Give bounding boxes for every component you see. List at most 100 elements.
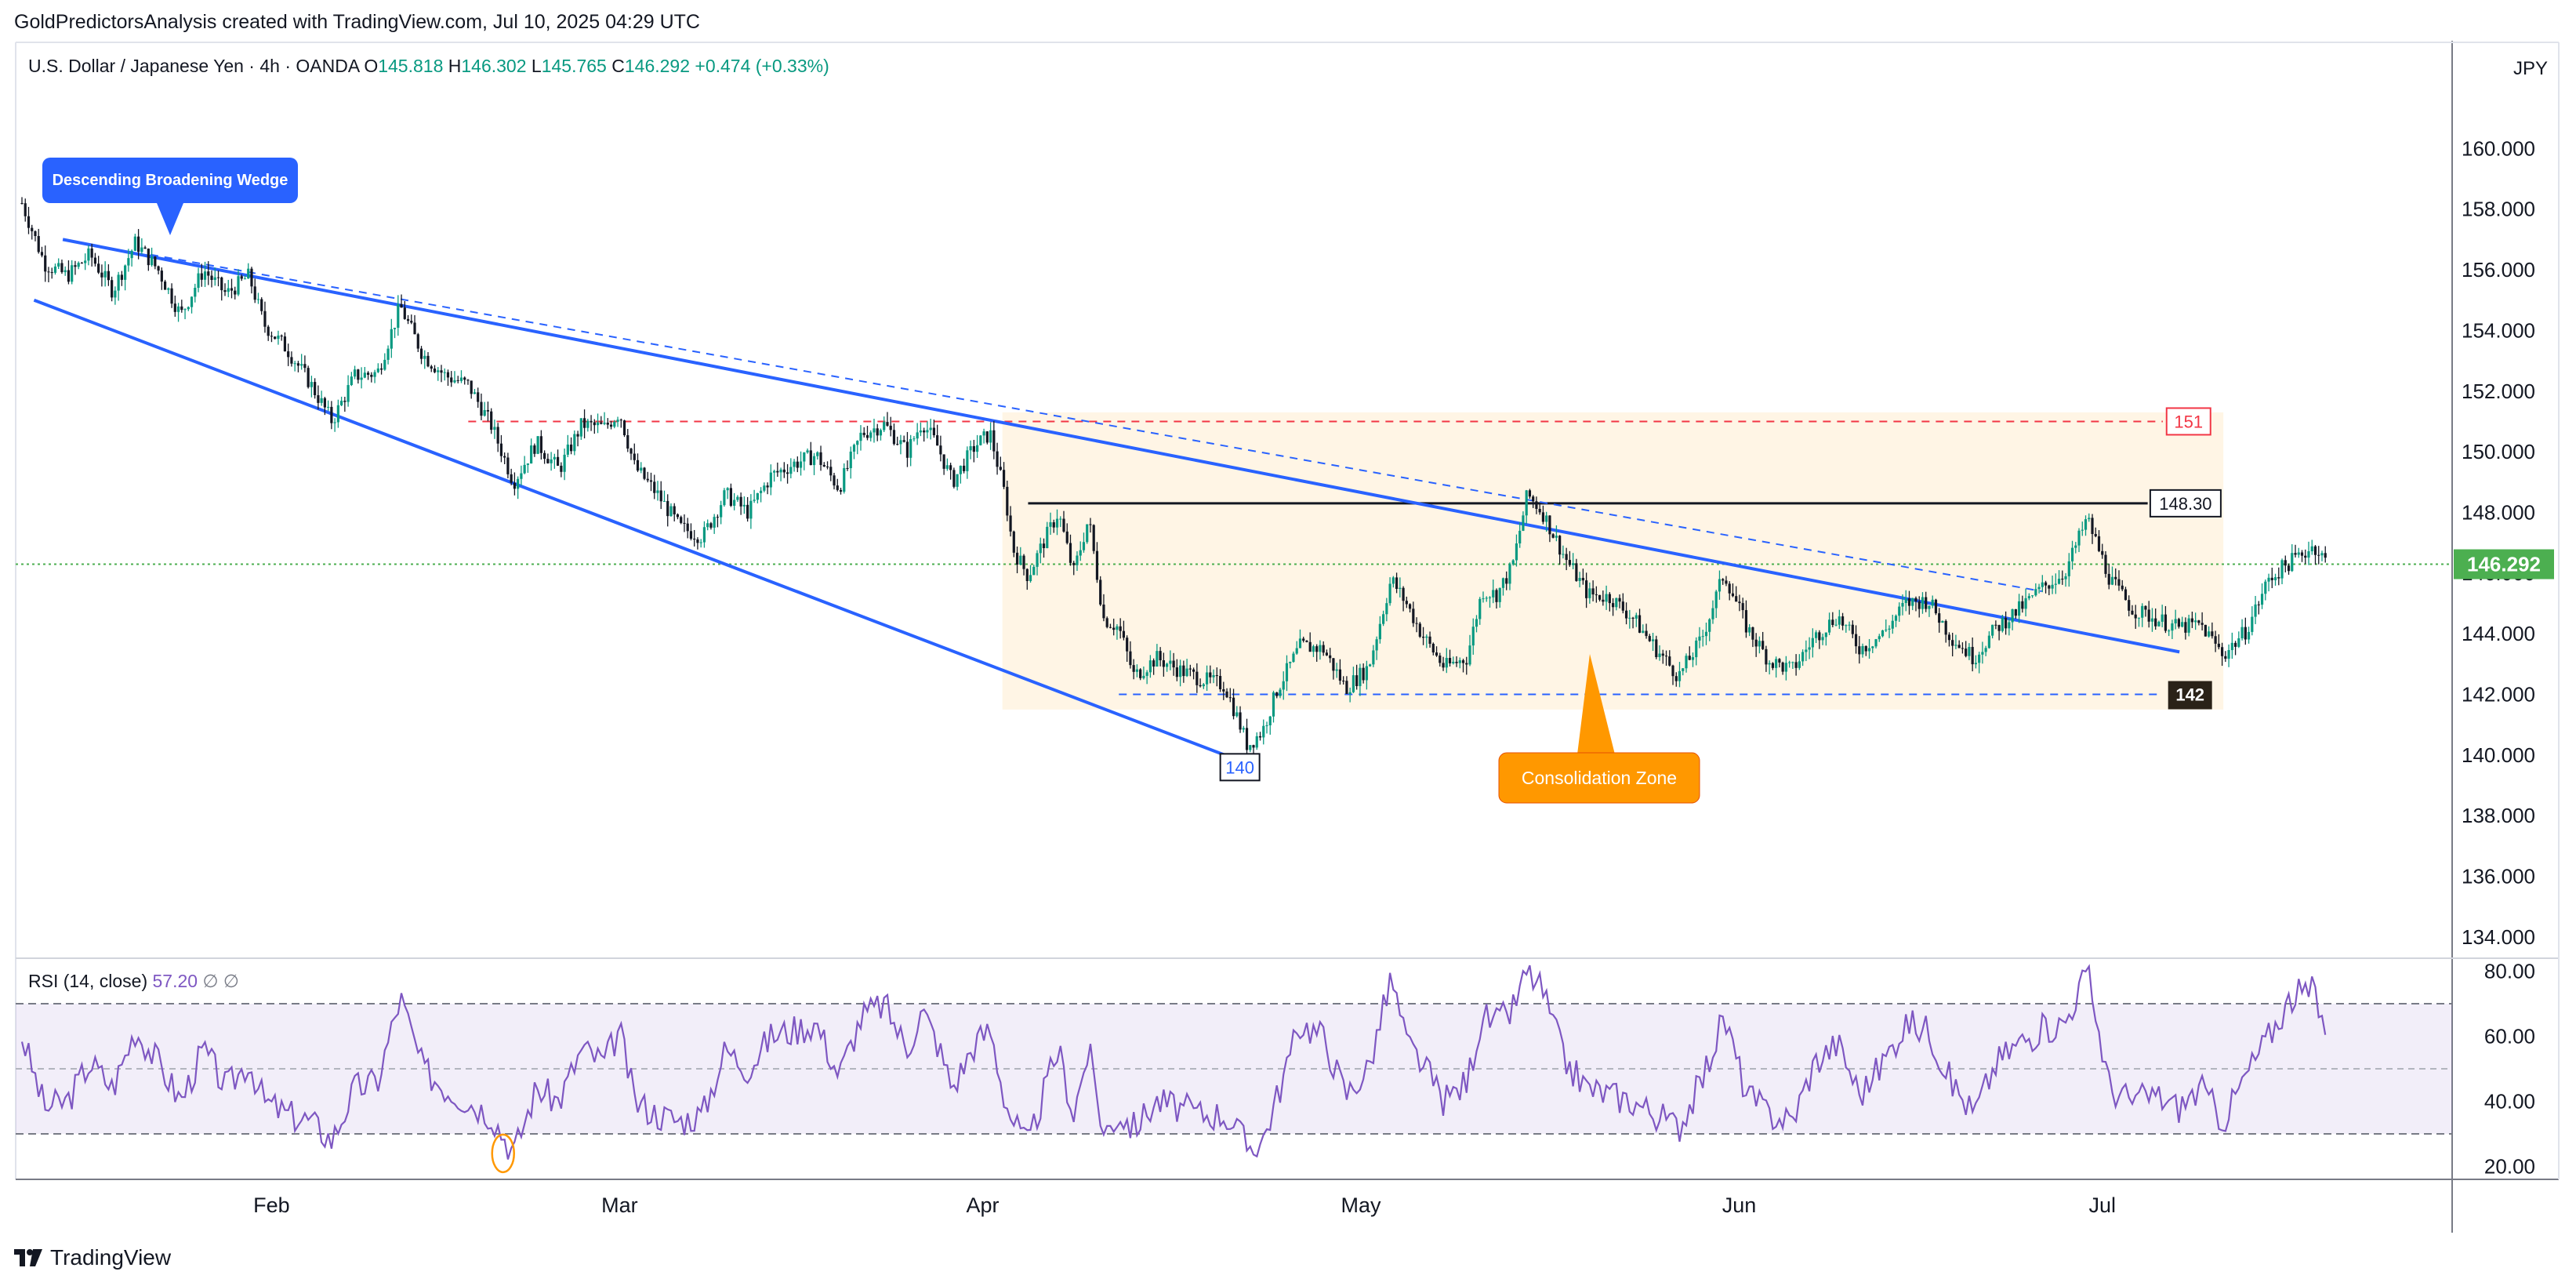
candle-body[interactable] xyxy=(150,256,154,266)
candle-body[interactable] xyxy=(410,321,413,323)
candle-body[interactable] xyxy=(2177,619,2181,627)
candle-body[interactable] xyxy=(2208,631,2211,637)
candle-body[interactable] xyxy=(450,377,453,383)
candle-body[interactable] xyxy=(846,467,849,469)
candle-body[interactable] xyxy=(154,256,157,267)
candle-body[interactable] xyxy=(263,311,267,327)
candle-body[interactable] xyxy=(819,452,822,465)
candle-body[interactable] xyxy=(379,368,383,370)
candle-body[interactable] xyxy=(1778,659,1781,663)
candle-body[interactable] xyxy=(1242,728,1245,730)
candle-body[interactable] xyxy=(1921,597,1925,609)
candle-body[interactable] xyxy=(1591,588,1595,595)
candle-body[interactable] xyxy=(167,288,170,290)
candle-body[interactable] xyxy=(397,303,400,328)
candle-body[interactable] xyxy=(360,377,363,380)
symbol-legend[interactable]: U.S. Dollar / Japanese Yen · 4h · OANDA … xyxy=(28,56,829,77)
candle-body[interactable] xyxy=(1691,657,1695,660)
candle-body[interactable] xyxy=(676,514,680,518)
candle-body[interactable] xyxy=(1744,610,1748,633)
candle-body[interactable] xyxy=(433,369,437,372)
candle-body[interactable] xyxy=(1768,663,1771,665)
candle-body[interactable] xyxy=(1771,663,1774,668)
candle-body[interactable] xyxy=(582,418,586,428)
candle-body[interactable] xyxy=(34,231,37,237)
candle-body[interactable] xyxy=(190,296,194,307)
candle-body[interactable] xyxy=(809,450,812,466)
candle-body[interactable] xyxy=(1658,653,1661,657)
candle-body[interactable] xyxy=(2284,560,2287,566)
candle-body[interactable] xyxy=(696,539,699,543)
candle-body[interactable] xyxy=(366,372,370,375)
candle-body[interactable] xyxy=(1532,496,1535,502)
candle-body[interactable] xyxy=(1618,598,1621,602)
candle-body[interactable] xyxy=(822,464,825,467)
candle-body[interactable] xyxy=(829,467,833,476)
candle-body[interactable] xyxy=(1139,669,1142,678)
candle-body[interactable] xyxy=(103,271,107,278)
candle-body[interactable] xyxy=(1588,588,1591,598)
candle-body[interactable] xyxy=(1934,599,1938,614)
candle-body[interactable] xyxy=(1581,577,1584,581)
candle-body[interactable] xyxy=(1209,672,1212,678)
candle-body[interactable] xyxy=(513,482,517,489)
candle-body[interactable] xyxy=(2181,622,2184,627)
candle-body[interactable] xyxy=(71,265,74,282)
candle-body[interactable] xyxy=(2048,585,2051,589)
candle-body[interactable] xyxy=(803,452,806,462)
price-candles[interactable] xyxy=(20,197,2327,758)
candle-body[interactable] xyxy=(1738,601,1741,604)
candle-body[interactable] xyxy=(1907,598,1911,606)
candle-body[interactable] xyxy=(390,329,393,349)
candle-body[interactable] xyxy=(1901,602,1904,607)
candle-body[interactable] xyxy=(1575,563,1578,581)
candle-body[interactable] xyxy=(836,485,839,490)
candle-body[interactable] xyxy=(1039,543,1042,554)
candle-body[interactable] xyxy=(2270,577,2273,580)
candle-body[interactable] xyxy=(1718,579,1722,592)
candle-body[interactable] xyxy=(889,425,892,430)
candle-body[interactable] xyxy=(982,431,985,436)
candle-body[interactable] xyxy=(586,420,590,428)
candle-body[interactable] xyxy=(2187,618,2190,633)
candle-body[interactable] xyxy=(812,456,816,466)
candle-body[interactable] xyxy=(147,249,150,266)
candle-body[interactable] xyxy=(1182,665,1185,677)
candle-body[interactable] xyxy=(2211,631,2214,637)
candle-body[interactable] xyxy=(1335,669,1338,671)
candle-body[interactable] xyxy=(1987,635,1990,648)
candle-body[interactable] xyxy=(47,271,50,273)
candle-body[interactable] xyxy=(277,335,280,340)
candle-body[interactable] xyxy=(317,394,320,403)
candle-body[interactable] xyxy=(220,277,223,291)
candle-body[interactable] xyxy=(852,445,856,452)
candle-body[interactable] xyxy=(1661,653,1664,656)
candle-body[interactable] xyxy=(2171,623,2174,631)
candle-body[interactable] xyxy=(1112,627,1116,630)
candle-body[interactable] xyxy=(1631,617,1634,619)
candle-body[interactable] xyxy=(1442,663,1445,668)
candle-body[interactable] xyxy=(2317,554,2320,556)
candle-body[interactable] xyxy=(1808,647,1811,650)
candle-body[interactable] xyxy=(499,443,503,456)
candle-body[interactable] xyxy=(393,327,397,329)
candle-body[interactable] xyxy=(87,248,90,261)
candle-body[interactable] xyxy=(533,445,536,454)
candle-body[interactable] xyxy=(616,420,619,422)
candle-body[interactable] xyxy=(253,286,256,300)
candle-body[interactable] xyxy=(1555,536,1558,538)
candle-body[interactable] xyxy=(653,481,656,493)
candle-body[interactable] xyxy=(1751,627,1754,640)
rsi-legend-label[interactable]: RSI (14, close) xyxy=(28,971,148,991)
candle-body[interactable] xyxy=(2074,545,2077,548)
candle-body[interactable] xyxy=(909,438,912,458)
candle-body[interactable] xyxy=(293,363,296,365)
candle-body[interactable] xyxy=(1062,518,1065,532)
candle-body[interactable] xyxy=(1285,663,1289,681)
candle-body[interactable] xyxy=(1775,659,1778,668)
candle-body[interactable] xyxy=(486,409,490,412)
candle-body[interactable] xyxy=(2057,579,2061,584)
candle-body[interactable] xyxy=(742,504,746,507)
candle-body[interactable] xyxy=(2107,573,2110,585)
candle-body[interactable] xyxy=(24,203,27,216)
